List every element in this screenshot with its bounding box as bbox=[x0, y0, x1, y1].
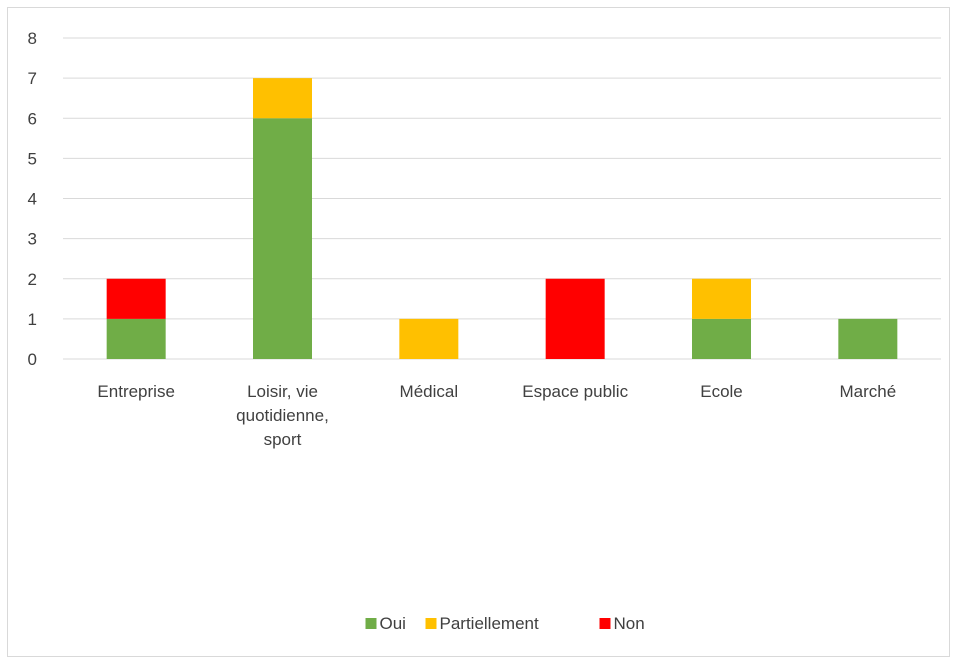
bar-segment-oui bbox=[253, 118, 312, 359]
x-axis-tick-labels: Entreprise Loisir, vie quotidienne, sport Mé… bbox=[97, 382, 896, 449]
x-tick-label: Loisir, vie quotidienne, sport bbox=[236, 382, 329, 449]
y-tick-label: 1 bbox=[28, 310, 37, 329]
bar-segment-oui bbox=[692, 318, 751, 359]
stacked-bar-chart: 0 1 2 3 4 5 6 7 8 Entreprise Loisir, vie quotidien… bbox=[28, 29, 941, 633]
chart-frame: 0 1 2 3 4 5 6 7 8 Entreprise Loisir, vie quotidien… bbox=[7, 7, 950, 657]
y-tick-label: 5 bbox=[28, 149, 37, 168]
gridlines bbox=[63, 37, 941, 360]
y-tick-label: 6 bbox=[28, 109, 37, 128]
bar-segment-non bbox=[106, 278, 166, 319]
y-tick-label: 8 bbox=[28, 29, 37, 48]
y-tick-label: 2 bbox=[28, 270, 37, 289]
x-tick-label: Ecole bbox=[700, 382, 743, 401]
y-tick-label: 0 bbox=[28, 350, 37, 369]
legend-swatch-non bbox=[599, 618, 611, 629]
legend: Oui Partiellement Non bbox=[365, 614, 645, 633]
y-axis-tick-labels: 0 1 2 3 4 5 6 7 8 bbox=[28, 29, 37, 369]
legend-swatch-partiellement bbox=[425, 618, 437, 629]
bar-segment-non bbox=[545, 278, 605, 359]
y-tick-label: 3 bbox=[28, 230, 37, 249]
bar-segment-oui bbox=[838, 318, 898, 359]
x-tick-label: Entreprise bbox=[97, 382, 174, 401]
bars bbox=[106, 78, 898, 359]
legend-label-oui: Oui bbox=[380, 614, 406, 633]
legend-label-partiellement: Partiellement bbox=[440, 614, 539, 633]
bar-segment-partiellement bbox=[692, 278, 751, 319]
legend-label-non: Non bbox=[614, 614, 645, 633]
x-tick-label: Espace public bbox=[522, 382, 628, 401]
legend-swatch-oui bbox=[365, 618, 377, 629]
x-tick-label: Médical bbox=[400, 382, 459, 401]
bar-segment-oui bbox=[106, 318, 166, 359]
y-tick-label: 4 bbox=[28, 190, 37, 209]
x-tick-label: Marché bbox=[839, 382, 896, 401]
y-tick-label: 7 bbox=[28, 69, 37, 88]
bar-segment-partiellement bbox=[253, 78, 312, 119]
bar-segment-partiellement bbox=[399, 318, 459, 359]
